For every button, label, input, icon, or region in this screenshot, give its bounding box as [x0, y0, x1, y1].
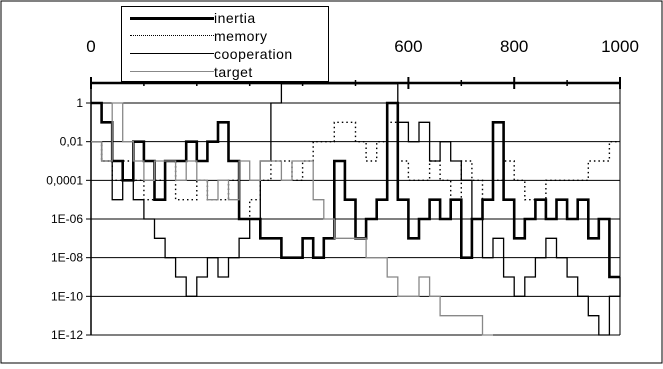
series-layer [91, 83, 621, 336]
legend-swatch-inertia [130, 17, 214, 20]
legend-item-target: target [122, 63, 328, 81]
x-tick-label: 1000 [601, 37, 639, 56]
y-tick-label: 0,01 [60, 135, 84, 149]
y-tick-label: 1E-12 [51, 328, 83, 342]
y-tick-label: 1 [76, 96, 83, 110]
legend: inertia memory cooperation target [121, 6, 329, 82]
legend-swatch-target [130, 71, 214, 72]
y-tick-label: 1E-10 [51, 289, 83, 303]
x-tick-label: 0 [86, 37, 95, 56]
legend-label-cooperation: cooperation [214, 46, 293, 62]
series-line-inertia [91, 101, 620, 279]
x-tick-label: 600 [394, 37, 422, 56]
series-line-target [91, 102, 493, 336]
legend-label-target: target [214, 64, 253, 80]
y-tick-label: 0,0001 [46, 173, 83, 187]
legend-item-inertia: inertia [122, 9, 328, 27]
y-tick-label: 1E-08 [51, 251, 83, 265]
y-tick-label: 1E-06 [51, 212, 83, 226]
legend-swatch-memory [130, 35, 214, 36]
series-line-cooperation [91, 83, 621, 336]
legend-label-memory: memory [214, 28, 268, 44]
legend-label-inertia: inertia [214, 10, 256, 26]
x-tick-label: 800 [500, 37, 528, 56]
x-axis: 0 600 800 1000 [86, 37, 639, 89]
y-axis: 1 0,01 0,0001 1E-06 1E-08 1E-10 1E-12 [46, 83, 92, 342]
legend-item-memory: memory [122, 27, 328, 45]
legend-swatch-cooperation [130, 53, 214, 54]
legend-item-cooperation: cooperation [122, 45, 328, 63]
